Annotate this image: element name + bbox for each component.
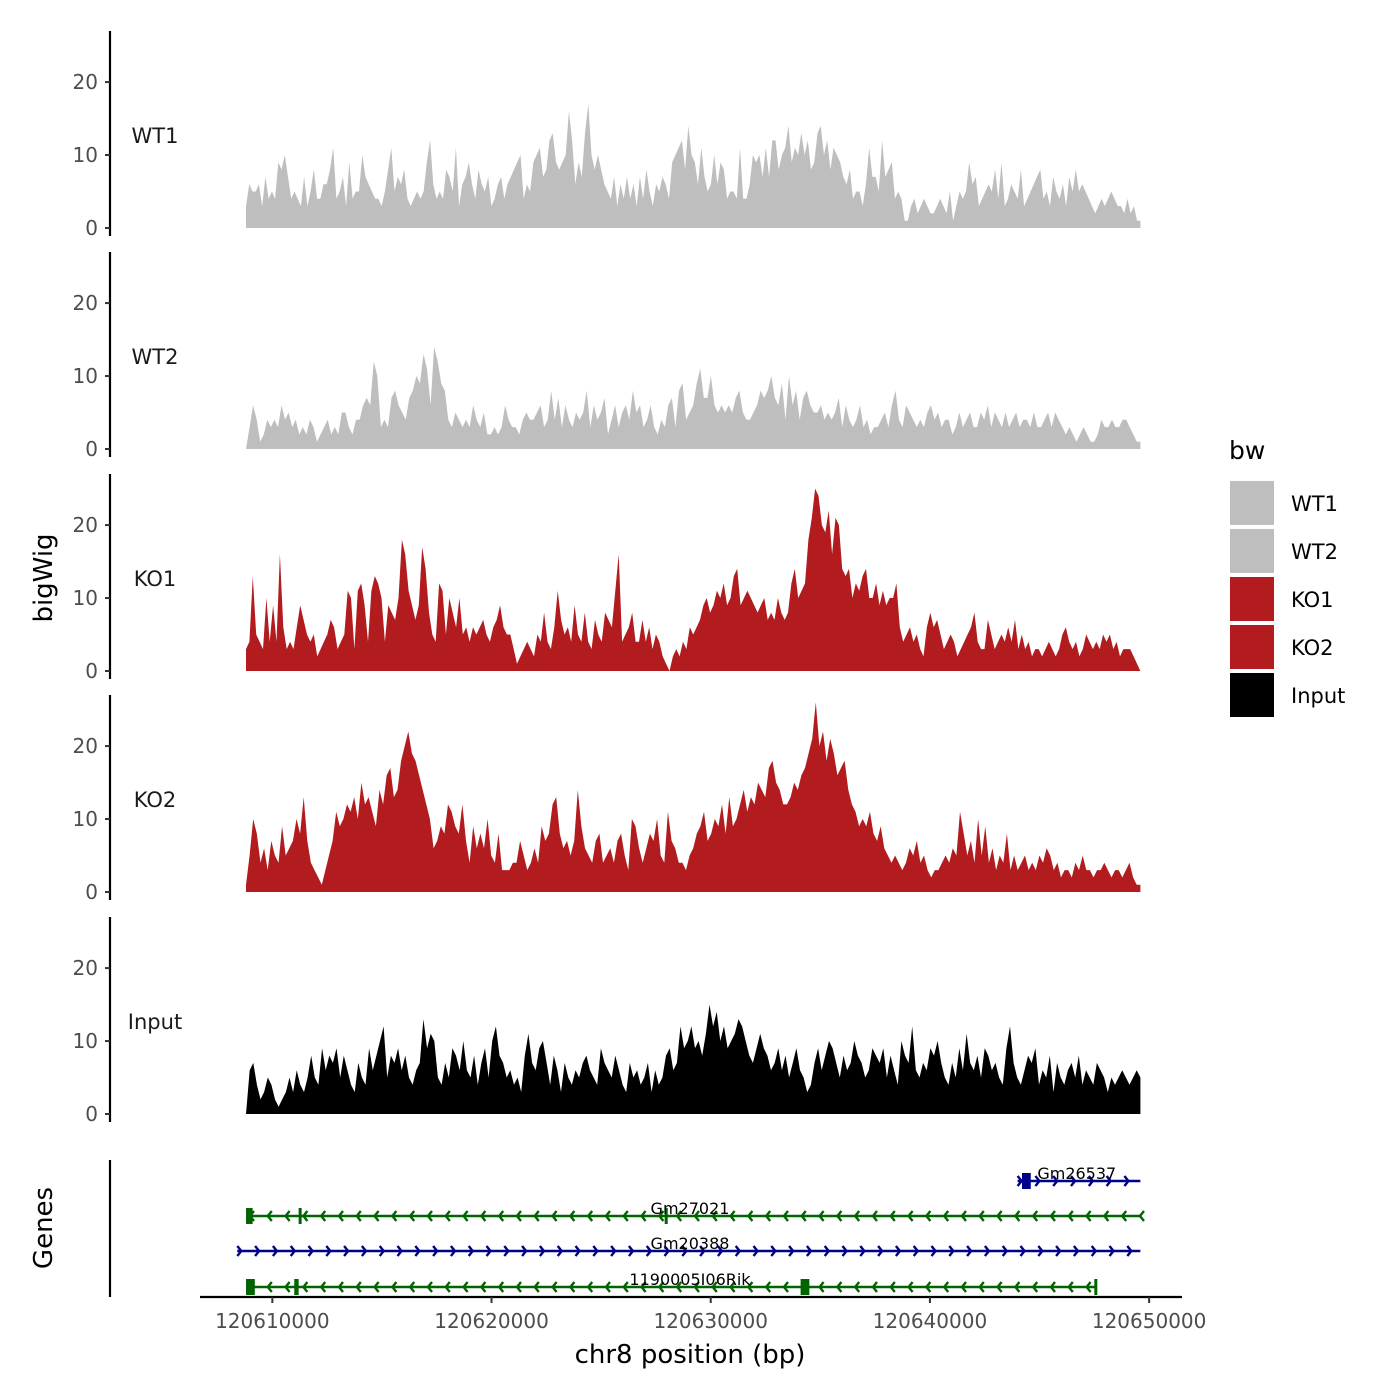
track-label: KO1 xyxy=(134,567,177,591)
track-label: WT2 xyxy=(132,345,179,369)
y-tick-label: 10 xyxy=(73,143,98,167)
gene-label: Gm20388 xyxy=(651,1234,730,1253)
y-tick-label: 10 xyxy=(73,586,98,610)
x-axis: 120610000 120620000 120630000 120640000 1206… xyxy=(200,1295,1207,1333)
gene-1190005i06rik: 1190005I06Rik xyxy=(246,1270,1098,1295)
x-tick-label: 120630000 xyxy=(653,1309,768,1333)
coverage-area xyxy=(246,702,1141,892)
coverage-area xyxy=(246,104,1141,228)
legend-entries: WT1 WT2 KO1 KO2 Input xyxy=(1230,481,1345,717)
x-tick-label: 120610000 xyxy=(215,1309,330,1333)
genes-layer: Gm26537 Gm27021 Gm20388 1190005I06Rik xyxy=(108,1160,1145,1297)
y-tick-label: 20 xyxy=(73,956,98,980)
strand-chevrons xyxy=(236,1245,1133,1257)
x-axis-title: chr8 position (bp) xyxy=(575,1340,806,1370)
legend-swatch xyxy=(1230,625,1274,669)
y-tick-label: 10 xyxy=(73,807,98,831)
legend-swatch xyxy=(1230,577,1274,621)
track-ko2: 0 10 20 KO2 xyxy=(73,695,1141,904)
track-label: KO2 xyxy=(134,788,177,812)
y-tick-label: 10 xyxy=(73,364,98,388)
x-tick-label: 120650000 xyxy=(1092,1309,1207,1333)
legend: bw WT1 WT2 KO1 KO2 Input xyxy=(1229,436,1345,717)
exon xyxy=(298,1208,302,1224)
legend-title: bw xyxy=(1229,436,1265,465)
exon xyxy=(1094,1279,1098,1295)
gene-label: Gm27021 xyxy=(651,1199,730,1218)
exon xyxy=(246,1279,255,1295)
y-tick-label: 0 xyxy=(85,216,98,240)
exon xyxy=(800,1279,810,1295)
y-tick-label: 20 xyxy=(73,70,98,94)
gene-gm20388: Gm20388 xyxy=(236,1234,1141,1257)
legend-label: WT2 xyxy=(1291,540,1338,564)
track-label: Input xyxy=(128,1010,182,1034)
coverage-area xyxy=(246,488,1141,671)
track-ko1: 0 10 20 KO1 xyxy=(73,474,1141,683)
legend-swatch xyxy=(1230,673,1274,717)
gene-gm26537: Gm26537 xyxy=(1016,1164,1141,1189)
gene-label: 1190005I06Rik xyxy=(629,1270,751,1289)
legend-label: KO2 xyxy=(1291,636,1334,660)
legend-swatch xyxy=(1230,481,1274,525)
gene-label: Gm26537 xyxy=(1037,1164,1116,1183)
exon xyxy=(1021,1173,1031,1189)
y-tick-label: 0 xyxy=(85,437,98,461)
coverage-area xyxy=(246,346,1141,449)
track-wt2: 0 10 20 WT2 xyxy=(73,252,1141,461)
coverage-area xyxy=(246,1004,1141,1114)
y-axis-title: bigWig xyxy=(29,533,59,622)
y-tick-label: 20 xyxy=(73,513,98,537)
y-tick-label: 0 xyxy=(85,1102,98,1126)
genes-axis-title: Genes xyxy=(29,1187,59,1269)
legend-label: Input xyxy=(1291,684,1345,708)
x-tick-label: 120620000 xyxy=(434,1309,549,1333)
legend-swatch xyxy=(1230,529,1274,573)
exon xyxy=(294,1279,299,1295)
x-tick-label: 120640000 xyxy=(873,1309,988,1333)
exon xyxy=(246,1208,253,1224)
track-wt1: 0 10 20 WT1 xyxy=(73,31,1141,240)
y-tick-label: 20 xyxy=(73,734,98,758)
track-input: 0 10 20 Input xyxy=(73,917,1141,1126)
gene-gm27021: Gm27021 xyxy=(246,1199,1145,1224)
y-tick-label: 0 xyxy=(85,659,98,683)
y-tick-label: 10 xyxy=(73,1029,98,1053)
legend-label: WT1 xyxy=(1291,492,1338,516)
strand-chevrons xyxy=(1016,1175,1130,1187)
legend-label: KO1 xyxy=(1291,588,1334,612)
y-tick-label: 0 xyxy=(85,880,98,904)
tracks-layer: 0 10 20 WT1 0 10 20 WT2 0 10 20 KO1 0 10 20 KO2 0 10 20 Inp… xyxy=(73,31,1141,1126)
y-tick-label: 20 xyxy=(73,291,98,315)
exon xyxy=(664,1208,668,1224)
track-label: WT1 xyxy=(132,124,179,148)
